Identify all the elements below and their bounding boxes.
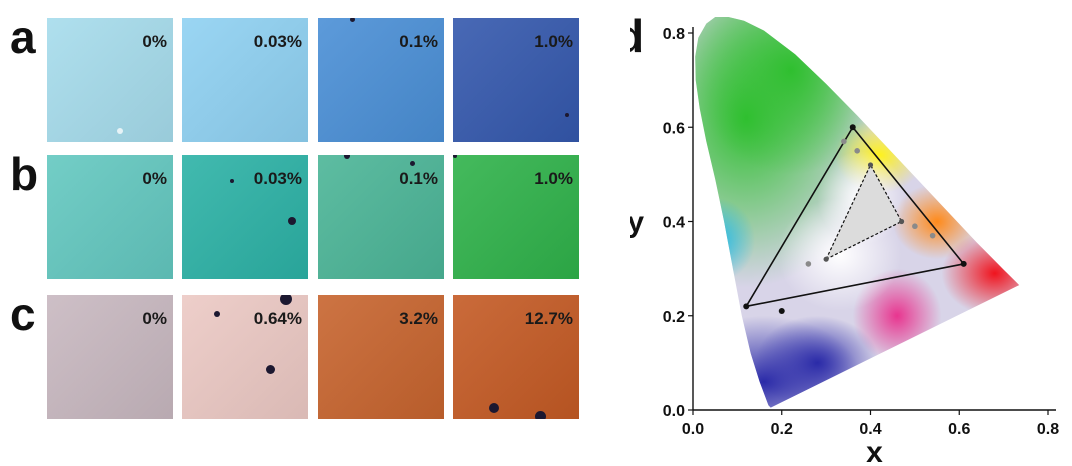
particle-speck — [535, 411, 546, 419]
x-tick-label: 0.0 — [682, 421, 704, 438]
sample-tile-b-1: 0% — [47, 155, 173, 279]
panel-letter-b: b — [10, 148, 39, 200]
cie-chromaticity-chart: 0.0 0.2 0.4 0.6 0.8 0.0 0.2 0.4 0.6 0.8 x y d — [630, 10, 1059, 466]
particle-speck — [214, 311, 220, 317]
gamut-color-blob — [941, 230, 1020, 316]
tile-concentration-label: 12.7% — [524, 309, 573, 328]
particle-speck — [350, 18, 355, 22]
panel-letter-c: c — [10, 288, 36, 340]
y-tick-label: 0.4 — [663, 215, 685, 232]
tile-concentration-label: 0.03% — [253, 32, 302, 51]
inner-vertex-point — [823, 256, 829, 262]
tile-concentration-label: 3.2% — [399, 309, 438, 328]
particle-speck — [266, 365, 275, 374]
inner-vertex-point — [867, 162, 874, 168]
sample-tile-c-1: 0% — [47, 295, 173, 419]
sample-tile-c-4: 12.7% — [453, 295, 579, 419]
data-point — [805, 261, 812, 267]
particle-speck — [288, 217, 296, 225]
outer-vertex-point — [743, 303, 750, 310]
sample-tile-a-2: 0.03% — [182, 18, 308, 142]
sample-tile-b-2: 0.03% — [182, 155, 308, 279]
panel-letter-a: a — [10, 11, 36, 63]
particle-speck — [410, 161, 415, 166]
sample-tile-c-2: 0.64% — [182, 295, 308, 419]
data-point — [929, 232, 936, 239]
sample-tile-b-4: 1.0% — [453, 155, 579, 279]
x-tick-label: 0.2 — [771, 421, 793, 438]
particle-speck — [565, 113, 569, 117]
inner-vertex-point — [898, 218, 905, 225]
particle-speck — [280, 295, 292, 305]
tile-concentration-label: 1.0% — [534, 32, 573, 51]
gamut-color-blob — [695, 197, 756, 283]
particle-speck — [489, 403, 499, 413]
sample-tile-c-3: 3.2% — [318, 295, 444, 419]
outer-triangle — [744, 125, 966, 308]
tile-concentration-label: 0.1% — [399, 169, 438, 188]
y-tick-label: 0.6 — [663, 120, 685, 137]
sample-tile-a-3: 0.1% — [318, 18, 444, 142]
tile-concentration-label: 0% — [142, 169, 167, 188]
light-fleck — [117, 128, 123, 134]
particle-speck — [230, 179, 234, 183]
data-point — [912, 223, 918, 230]
outer-vertex-point — [960, 260, 967, 267]
data-point — [854, 148, 860, 154]
sample-tile-b-3: 0.1% — [318, 155, 444, 279]
gamut-color-blob — [755, 315, 880, 408]
y-tick-label: 0.0 — [663, 403, 685, 420]
particle-speck — [344, 155, 350, 159]
data-point — [778, 308, 785, 315]
outer-vertex-point — [849, 124, 856, 131]
sample-tile-a-1: 0% — [47, 18, 173, 142]
tile-concentration-label: 0% — [142, 32, 167, 51]
x-axis-label: x — [866, 436, 883, 466]
x-tick-label: 0.4 — [859, 421, 881, 438]
particle-speck — [453, 155, 457, 158]
tile-concentration-label: 0.64% — [253, 309, 302, 328]
y-tick-label: 0.8 — [663, 26, 685, 43]
y-axis-label: y — [630, 206, 644, 239]
tile-concentration-label: 0.03% — [253, 169, 302, 188]
tile-concentration-label: 0% — [142, 309, 167, 328]
y-tick-label: 0.2 — [663, 309, 685, 326]
sample-tile-a-4: 1.0% — [453, 18, 579, 142]
x-tick-label: 0.6 — [948, 421, 970, 438]
data-point — [841, 138, 847, 145]
x-tick-label: 0.8 — [1037, 421, 1059, 438]
tile-concentration-label: 1.0% — [534, 169, 573, 188]
inner-triangle — [824, 163, 903, 261]
panel-letter-d: d — [630, 10, 644, 62]
tile-concentration-label: 0.1% — [399, 32, 438, 51]
